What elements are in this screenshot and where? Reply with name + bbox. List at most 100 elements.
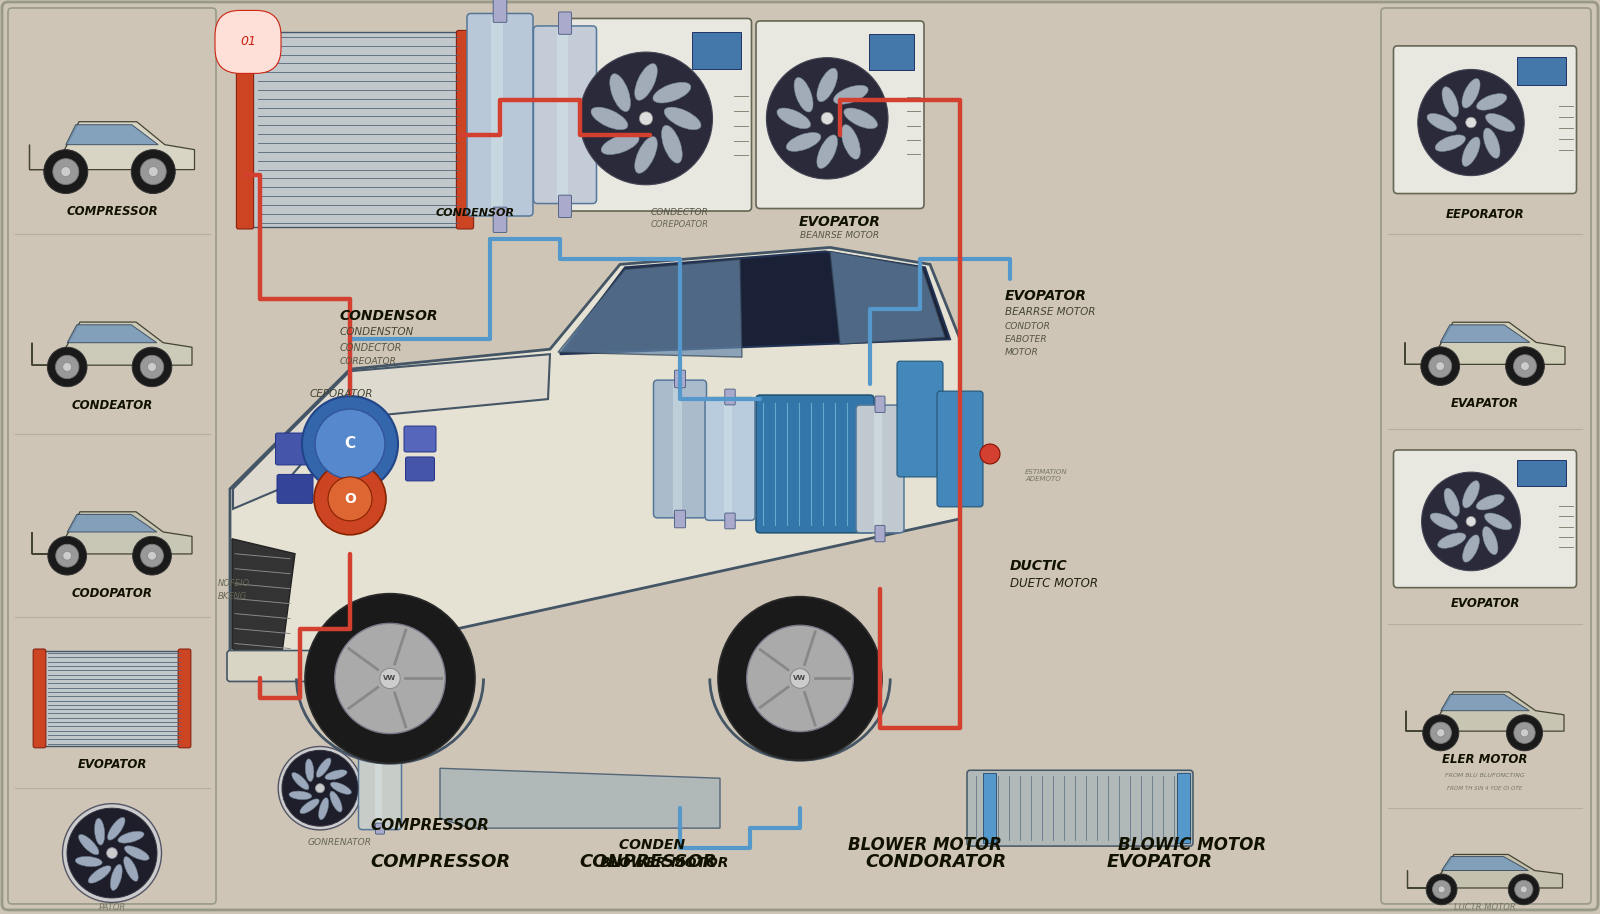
FancyBboxPatch shape (533, 26, 597, 204)
FancyBboxPatch shape (8, 8, 216, 904)
Bar (43, 651, 181, 746)
Circle shape (1466, 516, 1475, 526)
Text: CONDEN: CONDEN (619, 838, 709, 852)
Ellipse shape (843, 108, 877, 129)
FancyBboxPatch shape (558, 12, 571, 35)
FancyBboxPatch shape (1394, 450, 1576, 588)
Text: EVOPATOR: EVOPATOR (1450, 597, 1520, 610)
Circle shape (147, 551, 157, 560)
Circle shape (56, 356, 78, 378)
Circle shape (328, 477, 371, 521)
Circle shape (315, 783, 325, 792)
Circle shape (306, 594, 475, 763)
FancyBboxPatch shape (856, 405, 904, 533)
Ellipse shape (118, 831, 144, 843)
Ellipse shape (1477, 93, 1507, 111)
FancyBboxPatch shape (34, 649, 46, 748)
Bar (869, 34, 914, 69)
Polygon shape (440, 769, 720, 828)
FancyBboxPatch shape (277, 474, 314, 504)
Polygon shape (560, 251, 950, 355)
Polygon shape (830, 251, 946, 345)
Polygon shape (32, 322, 192, 366)
Circle shape (1514, 355, 1536, 377)
Text: CONDECTOR: CONDECTOR (651, 207, 709, 217)
Ellipse shape (661, 125, 682, 164)
Circle shape (43, 150, 88, 194)
Circle shape (1514, 722, 1534, 743)
Circle shape (302, 396, 398, 492)
Ellipse shape (653, 82, 691, 103)
Circle shape (315, 409, 386, 479)
Circle shape (821, 112, 834, 124)
Ellipse shape (317, 758, 331, 777)
Ellipse shape (1445, 488, 1459, 516)
Ellipse shape (610, 74, 630, 112)
Text: ESTIMATION
ADEMOTO: ESTIMATION ADEMOTO (1026, 469, 1067, 482)
FancyBboxPatch shape (675, 510, 685, 527)
Circle shape (278, 747, 362, 830)
Circle shape (62, 551, 72, 560)
Polygon shape (32, 512, 192, 554)
Circle shape (1429, 355, 1451, 377)
Ellipse shape (1462, 79, 1480, 108)
Ellipse shape (1438, 533, 1466, 548)
Polygon shape (234, 355, 550, 509)
FancyBboxPatch shape (938, 391, 982, 507)
Text: CONDENSTON: CONDENSTON (339, 327, 414, 337)
Bar (374, 750, 382, 825)
FancyBboxPatch shape (178, 649, 190, 748)
FancyBboxPatch shape (706, 398, 755, 520)
Bar (691, 32, 741, 69)
Circle shape (1422, 715, 1459, 750)
Ellipse shape (1477, 494, 1504, 510)
Ellipse shape (635, 64, 658, 101)
Text: ELER MOTOR: ELER MOTOR (1442, 753, 1528, 766)
Circle shape (640, 112, 653, 125)
Ellipse shape (88, 866, 110, 883)
FancyBboxPatch shape (493, 207, 507, 232)
Ellipse shape (107, 817, 125, 840)
Polygon shape (1440, 324, 1530, 343)
Text: EVOPATOR: EVOPATOR (77, 759, 147, 771)
Circle shape (718, 597, 882, 760)
Circle shape (56, 544, 78, 567)
Ellipse shape (125, 845, 149, 860)
Text: CODOPATOR: CODOPATOR (72, 587, 152, 600)
Circle shape (766, 58, 888, 179)
Ellipse shape (299, 799, 318, 813)
Ellipse shape (331, 782, 352, 794)
Circle shape (1435, 362, 1445, 370)
Circle shape (1509, 874, 1539, 905)
Text: CONDTOR: CONDTOR (1005, 323, 1051, 331)
Text: EVAPATOR: EVAPATOR (1451, 397, 1518, 410)
Circle shape (62, 363, 72, 371)
Text: FROM BLU BLUFONCTING: FROM BLU BLUFONCTING (1445, 773, 1525, 778)
Text: VW: VW (384, 675, 397, 682)
Text: MOTOR: MOTOR (1005, 348, 1038, 357)
FancyBboxPatch shape (403, 426, 435, 452)
Circle shape (147, 363, 157, 371)
Text: NOFEIO: NOFEIO (218, 579, 250, 588)
Circle shape (282, 750, 358, 826)
Ellipse shape (1435, 135, 1466, 152)
FancyBboxPatch shape (1394, 46, 1576, 194)
Ellipse shape (75, 856, 102, 866)
Circle shape (53, 159, 78, 185)
FancyBboxPatch shape (237, 30, 253, 229)
Ellipse shape (818, 69, 837, 101)
Circle shape (747, 625, 853, 731)
Ellipse shape (778, 108, 811, 129)
Text: LUCTR MOTOR: LUCTR MOTOR (1454, 903, 1515, 912)
Ellipse shape (1427, 113, 1456, 132)
Text: COMPRESSOR: COMPRESSOR (370, 853, 510, 871)
FancyBboxPatch shape (898, 361, 942, 477)
Ellipse shape (330, 792, 342, 812)
Polygon shape (66, 124, 158, 144)
Text: EEPORATOR: EEPORATOR (1446, 207, 1525, 220)
Polygon shape (67, 324, 157, 343)
Text: COREOATOR: COREOATOR (339, 357, 397, 367)
Bar (1517, 461, 1565, 486)
Circle shape (141, 544, 163, 567)
FancyBboxPatch shape (653, 380, 707, 518)
